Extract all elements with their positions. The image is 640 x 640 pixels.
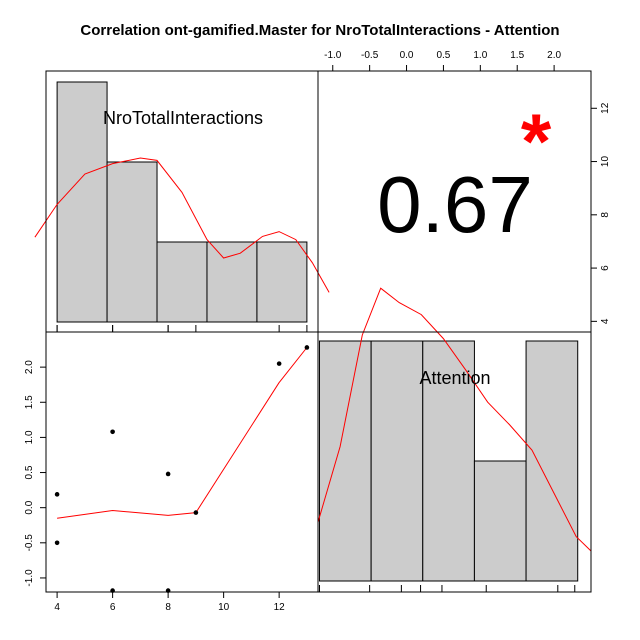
bottom-axis-tick-label-5: 12 xyxy=(274,602,286,613)
right-axis-tick-label-1: 4 xyxy=(600,318,611,324)
top-axis-tick-label-4: 0.5 xyxy=(436,50,450,61)
variable-label-nrototalinteractions: NroTotalInteractions xyxy=(103,108,263,128)
significance-star: * xyxy=(521,97,552,185)
histogram-bar-attention-4 xyxy=(473,460,527,582)
top-axis-tick-label-2: -0.5 xyxy=(361,50,379,61)
scatter-point-7 xyxy=(193,510,199,515)
histogram-bar-nrototalinteractions-5 xyxy=(256,241,308,323)
scatter-point-1 xyxy=(54,492,60,497)
right-axis-tick-label-3: 8 xyxy=(600,212,611,218)
scatter-point-5 xyxy=(165,471,171,477)
bottom-axis-tick-label-3: 8 xyxy=(165,602,171,613)
top-axis: -1.0 -0.5 0.0 0.5 1.0 1.5 2.0 xyxy=(324,50,561,72)
left-axis-tick-label-6: 1.5 xyxy=(24,395,35,409)
histogram-bar-attention-1 xyxy=(318,340,372,582)
frame-bottom-right xyxy=(317,331,592,593)
left-axis-tick-label-3: 0.0 xyxy=(24,500,35,514)
histogram-bar-attention-5 xyxy=(525,340,579,582)
scatter-point-3 xyxy=(110,429,115,435)
histogram-bar-nrototalinteractions-3 xyxy=(156,241,208,323)
variable-label-attention: Attention xyxy=(419,368,490,388)
top-axis-tick-label-5: 1.0 xyxy=(473,50,487,61)
top-axis-tick-label-6: 1.5 xyxy=(510,50,524,61)
top-axis-tick-label-7: 2.0 xyxy=(547,50,561,61)
left-axis-tick-label-2: -0.5 xyxy=(24,534,35,552)
frame-bottom-left xyxy=(45,331,319,593)
left-axis-tick-label-4: 0.5 xyxy=(24,465,35,479)
histogram-bar-attention-2 xyxy=(370,340,424,582)
histogram-bar-nrototalinteractions-2 xyxy=(106,161,158,323)
scatter-point-8 xyxy=(276,361,282,366)
bottom-axis-tick-label-4: 10 xyxy=(218,602,230,613)
bottom-axis: 4 6 8 10 12 xyxy=(54,591,286,613)
top-axis-tick-label-3: 0.0 xyxy=(400,50,414,61)
correlation-value: 0.67 xyxy=(377,160,533,249)
bottom-axis-tick-label-2: 6 xyxy=(110,602,116,613)
right-axis: 4 6 8 10 12 xyxy=(590,102,611,324)
left-axis-tick-label-5: 1.0 xyxy=(24,430,35,444)
top-axis-tick-label-1: -1.0 xyxy=(324,50,342,61)
chart-title: Correlation ont-gamified.Master for NroT… xyxy=(80,22,559,39)
histogram-bar-nrototalinteractions-1 xyxy=(56,81,108,323)
density-curve-nrototalinteractions xyxy=(34,157,330,293)
correlation-panel: 0.67 * -1.0 -0.5 0.0 0.5 1.0 1.5 2.0 4 6 8 10 12 xyxy=(324,50,611,324)
scatter-point-2 xyxy=(54,540,60,546)
histogram-bar-nrototalinteractions-4 xyxy=(206,241,258,323)
right-axis-tick-label-5: 12 xyxy=(600,102,611,114)
left-axis-tick-label-1: -1.0 xyxy=(24,569,35,587)
left-axis: -1.0 -0.5 0.0 0.5 1.0 1.5 2.0 xyxy=(24,360,47,587)
scatter-point-9 xyxy=(304,345,310,350)
left-axis-tick-label-7: 2.0 xyxy=(24,360,35,374)
bottom-axis-tick-label-1: 4 xyxy=(54,602,60,613)
density-curve-attention xyxy=(317,287,592,552)
histogram-panel-attention: Attention xyxy=(317,287,592,592)
right-axis-tick-label-4: 10 xyxy=(600,156,611,168)
right-axis-tick-label-2: 6 xyxy=(600,265,611,271)
scatter-smooth-line xyxy=(57,347,308,519)
scatter-panel: 4 6 8 10 12 -1.0 -0.5 0.0 0.5 1.0 1.5 2.0 xyxy=(24,345,310,613)
histogram-panel-nrototalinteractions: NroTotalInteractions xyxy=(34,81,330,332)
